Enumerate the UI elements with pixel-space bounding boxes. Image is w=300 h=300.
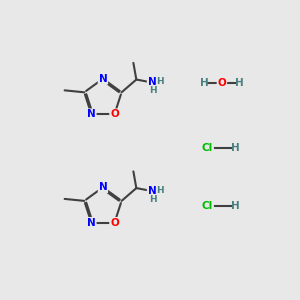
Text: Cl: Cl bbox=[201, 143, 212, 153]
Text: N: N bbox=[148, 186, 156, 196]
Text: N: N bbox=[148, 77, 156, 88]
Text: O: O bbox=[110, 218, 119, 228]
Text: H: H bbox=[235, 78, 244, 88]
Text: Cl: Cl bbox=[201, 201, 212, 211]
Text: N: N bbox=[99, 182, 107, 192]
Text: N: N bbox=[87, 218, 96, 228]
Text: O: O bbox=[110, 109, 119, 119]
Text: O: O bbox=[218, 78, 226, 88]
Text: N: N bbox=[99, 74, 107, 84]
Text: H: H bbox=[231, 143, 240, 153]
Text: N: N bbox=[87, 109, 96, 119]
Text: H: H bbox=[149, 86, 157, 95]
Text: H: H bbox=[149, 195, 157, 204]
Text: H: H bbox=[156, 77, 163, 86]
Text: H: H bbox=[156, 186, 163, 195]
Text: H: H bbox=[200, 78, 209, 88]
Text: H: H bbox=[231, 201, 240, 211]
